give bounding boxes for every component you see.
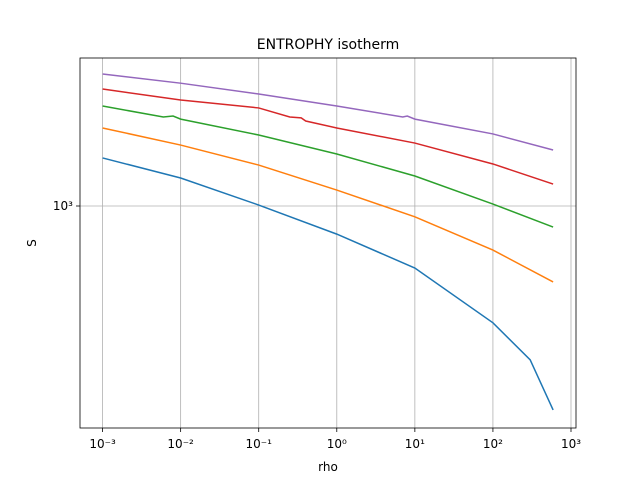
x-tick-label: 10⁻² [167, 437, 194, 451]
line-series [102, 127, 554, 283]
chart-title: ENTROPHY isotherm [257, 37, 399, 53]
line-series [102, 157, 554, 411]
y-axis-label: S [25, 239, 39, 247]
x-tick-label: 10³ [561, 437, 581, 451]
x-axis-label: rho [318, 460, 338, 474]
line-series [102, 88, 554, 185]
x-tick-label: 10² [483, 437, 503, 451]
y-tick-label: 10³ [53, 199, 73, 213]
line-series [102, 73, 554, 151]
plot-frame [79, 57, 577, 429]
x-tick-label: 10¹ [405, 437, 425, 451]
x-tick-label: 10⁻³ [89, 437, 116, 451]
x-tick-label: 10⁻¹ [245, 437, 272, 451]
line-series [102, 105, 554, 228]
x-tick-label: 10⁰ [327, 437, 347, 451]
